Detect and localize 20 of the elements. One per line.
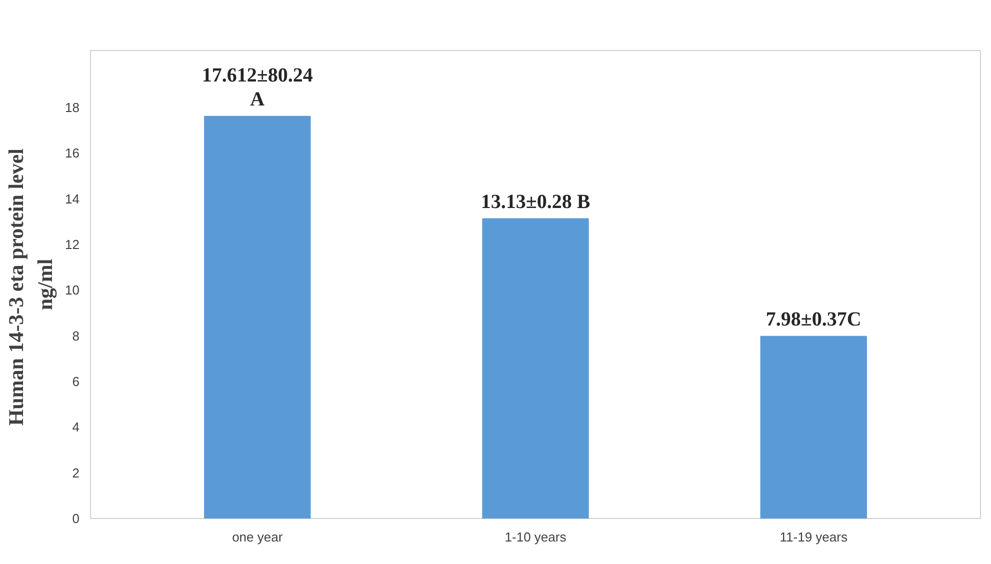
y-tick-label: 12 — [65, 237, 80, 252]
y-tick-label: 6 — [72, 374, 80, 390]
y-tick-label: 4 — [72, 420, 80, 435]
y-tick-label: 10 — [65, 282, 80, 298]
y-tick-label: 0 — [72, 511, 80, 526]
data-label: 7.98±0.37C — [766, 308, 862, 330]
x-tick-label: 11-19 years — [780, 530, 848, 544]
y-tick-label: 18 — [65, 100, 80, 116]
data-label: 17.612±80.24 A — [202, 64, 313, 110]
bar — [760, 336, 867, 518]
x-tick-label: 1-10 years — [504, 530, 567, 544]
bar — [204, 116, 311, 518]
data-label: 13.13±0.28 B — [480, 190, 590, 213]
y-tick-label: 14 — [65, 191, 80, 206]
bar — [482, 218, 589, 518]
y-tick-label: 16 — [65, 146, 80, 161]
x-tick-label: one year — [232, 530, 284, 544]
y-tick-label: 8 — [72, 328, 80, 344]
y-axis-title: Human 14-3-3 eta protein level ng/ml — [4, 148, 58, 426]
y-tick-label: 2 — [72, 465, 80, 480]
